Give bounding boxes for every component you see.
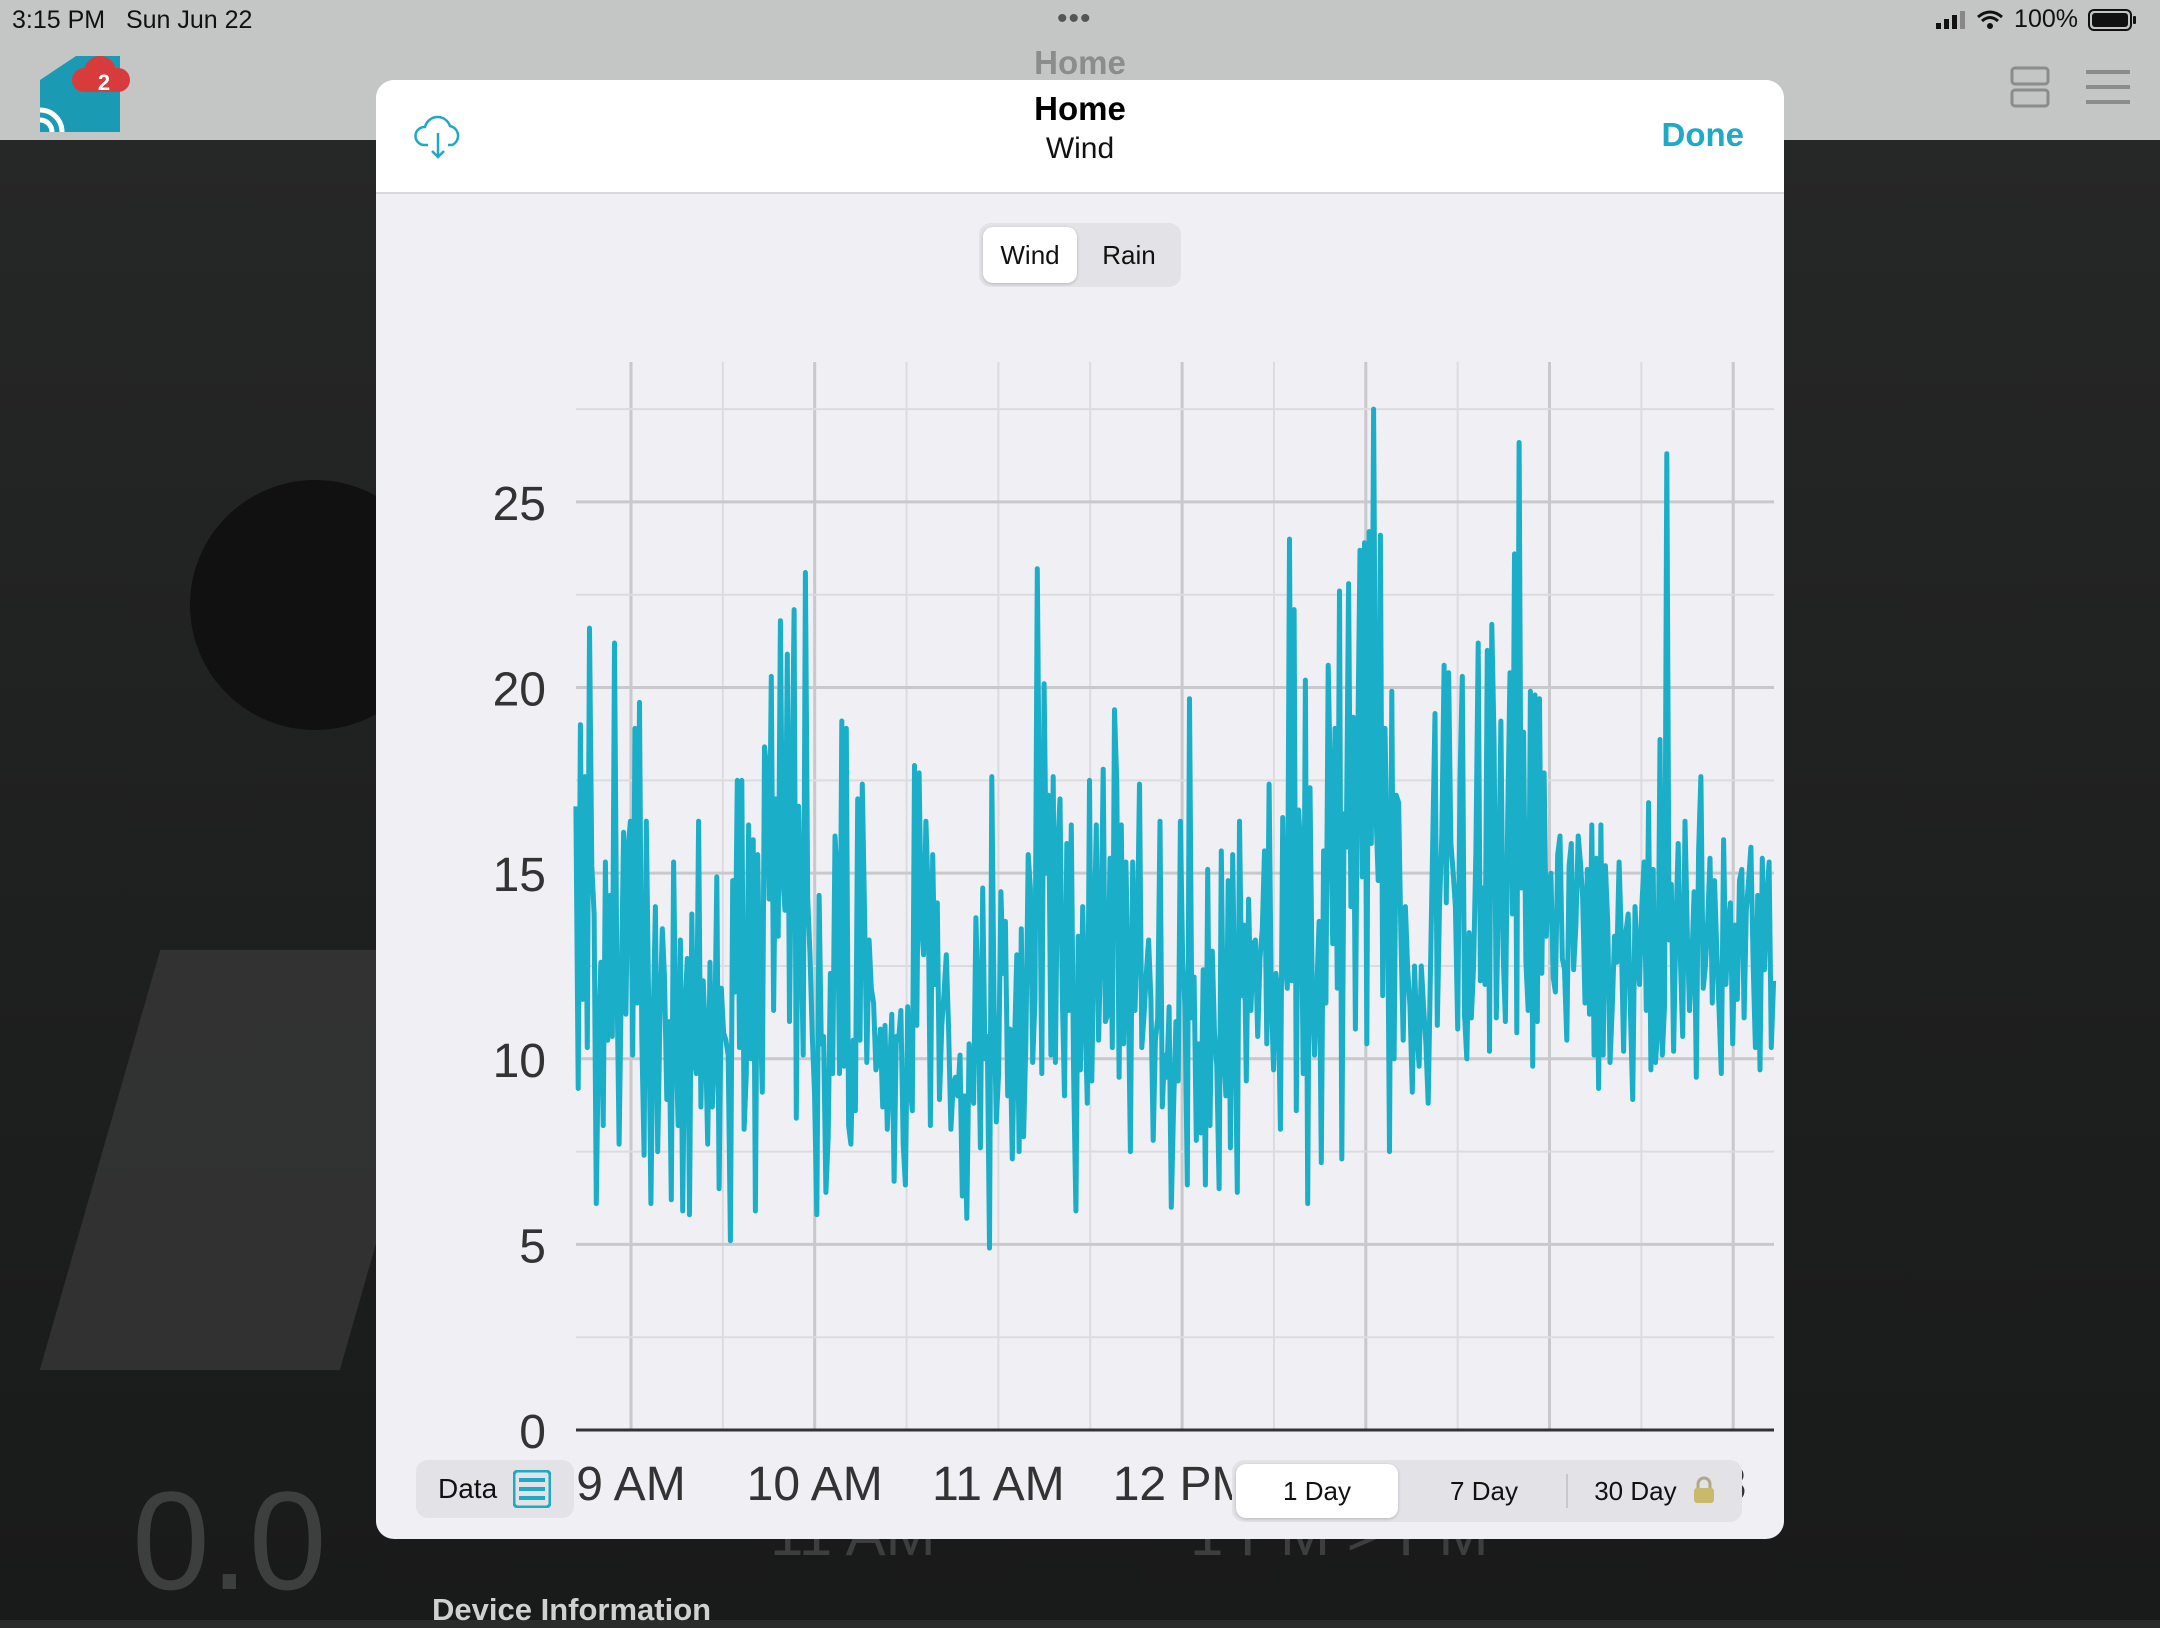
y-tick-label: 0 <box>519 1406 546 1459</box>
modal-subtitle: Wind <box>1045 132 1115 165</box>
x-tick-label: 10 AM <box>747 1458 883 1511</box>
lock-icon <box>1693 1476 1714 1503</box>
y-tick-label: 20 <box>493 664 546 717</box>
x-tick-label: 11 AM <box>932 1458 1065 1511</box>
app-logo-icon[interactable]: 2 <box>38 50 138 132</box>
tab-rain[interactable]: Rain <box>1102 240 1156 270</box>
y-tick-label: 5 <box>519 1220 546 1273</box>
data-button-label: Data <box>438 1473 498 1504</box>
signal-icon <box>1936 10 1966 29</box>
menu-icon[interactable] <box>2086 66 2130 108</box>
x-tick-label: 9 AM <box>576 1458 685 1511</box>
list-icon <box>513 1470 551 1508</box>
cloud-download-icon[interactable] <box>414 113 462 161</box>
chart-modal: Home Wind Done Wind Rain 0 5 10 15 20 25 9 AM 1… <box>376 80 1784 1539</box>
wind-rain-segmented-control: Wind Rain <box>979 223 1181 287</box>
tab-wind[interactable]: Wind <box>983 227 1077 283</box>
time-range-control: 1 Day 7 Day 30 Day <box>1232 1460 1742 1522</box>
notification-badge: 2 <box>98 70 110 95</box>
y-tick-label: 25 <box>493 478 546 531</box>
range-1-day[interactable]: 1 Day <box>1236 1464 1398 1518</box>
app-header-title: Home <box>1034 44 1126 81</box>
device-information-label: Device Information <box>432 1592 712 1627</box>
status-bar: 3:15 PM Sun Jun 22 ••• 100% <box>0 0 2160 40</box>
multitasking-dots-icon[interactable]: ••• <box>1057 2 1092 35</box>
y-tick-label: 15 <box>493 849 546 902</box>
range-7-day[interactable]: 7 Day <box>1450 1476 1518 1506</box>
y-tick-label: 10 <box>493 1035 546 1088</box>
x-tick-label: 12 PM <box>1113 1458 1252 1511</box>
battery-icon <box>2088 8 2136 31</box>
modal-title: Home <box>1034 90 1126 127</box>
status-time: 3:15 PM Sun Jun 22 <box>12 6 253 34</box>
status-indicators: 100% <box>1936 5 2138 34</box>
modal-header: Home Wind Done <box>376 80 1784 194</box>
data-button[interactable]: Data <box>416 1460 574 1518</box>
wifi-icon <box>1977 10 2004 29</box>
range-divider <box>1566 1474 1568 1508</box>
wind-series-line <box>573 406 1777 1251</box>
battery-percent: 100% <box>2014 5 2078 33</box>
range-30-day[interactable]: 30 Day <box>1570 1464 1740 1518</box>
background-reading: 0.0 <box>132 1462 327 1619</box>
range-30-day-label: 30 Day <box>1594 1476 1677 1506</box>
layout-toggle-icon[interactable] <box>2010 66 2050 108</box>
done-button[interactable]: Done <box>1661 116 1745 153</box>
